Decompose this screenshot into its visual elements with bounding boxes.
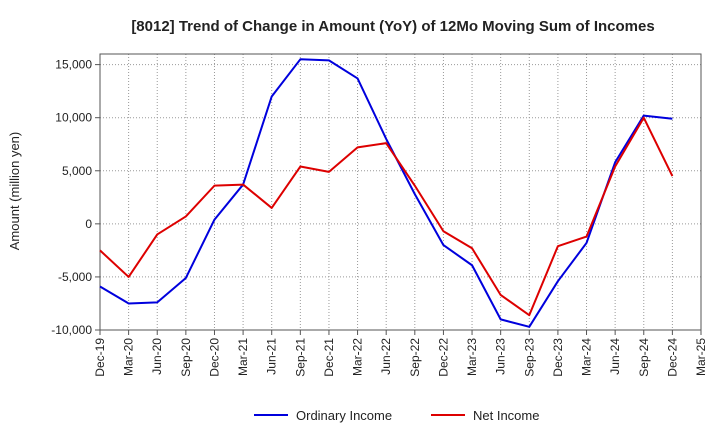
plot-area: -10,000 -5,000 0 5,000 10,000 15,000 Dec-19 Mar…: [51, 53, 708, 377]
y-tick-label: -10,000: [51, 323, 92, 337]
legend-label: Net Income: [473, 408, 539, 423]
x-tick-label: Jun-23: [494, 338, 508, 375]
plot-frame: [99, 53, 702, 331]
legend: Ordinary Income Net Income: [254, 408, 539, 423]
x-tick-label: Jun-22: [379, 338, 393, 375]
x-tick-label: Sep-20: [179, 338, 193, 377]
chart-title: [8012] Trend of Change in Amount (YoY) o…: [131, 18, 654, 35]
x-tick-label: Sep-22: [408, 338, 422, 377]
x-tick-label: Dec-20: [207, 338, 221, 377]
x-tick-label: Jun-20: [150, 338, 164, 375]
x-tick-label: Mar-24: [580, 338, 594, 376]
y-tick-label: 10,000: [55, 111, 92, 125]
plot-background: [100, 54, 701, 330]
x-tick-label: Dec-24: [665, 338, 679, 377]
x-tick-label: Dec-23: [551, 338, 565, 377]
x-tick-label: Jun-21: [265, 338, 279, 375]
x-tick-label: Mar-22: [351, 338, 365, 376]
y-axis-title: Amount (million yen): [7, 132, 22, 251]
x-tick-label: Dec-21: [322, 338, 336, 377]
x-tick-label: Jun-24: [608, 338, 622, 375]
x-tick-label: Mar-21: [236, 338, 250, 376]
series-line-net-income: [99, 116, 674, 317]
x-tick-label: Mar-25: [694, 338, 708, 376]
x-tick-label: Mar-20: [122, 338, 136, 376]
x-tick-label: Sep-21: [293, 338, 307, 377]
y-tick-label: 5,000: [62, 164, 92, 178]
x-tick-label: Mar-23: [465, 338, 479, 376]
x-tick-label: Sep-23: [522, 338, 536, 377]
y-tick-label: -5,000: [58, 270, 92, 284]
series-line-ordinary-income: [99, 58, 673, 328]
y-tick-label: 0: [85, 217, 92, 231]
x-tick-label: Dec-19: [93, 338, 107, 377]
x-tick-label: Sep-24: [637, 338, 651, 377]
y-tick-label: 15,000: [55, 58, 92, 72]
legend-label: Ordinary Income: [296, 408, 392, 423]
x-tick-label: Dec-22: [436, 338, 450, 377]
